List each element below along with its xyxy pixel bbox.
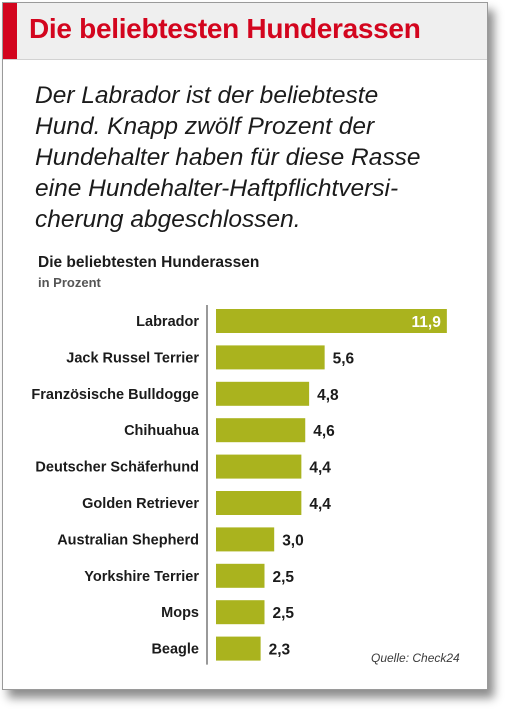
header-accent-bar <box>3 3 17 59</box>
category-label: Jack Russel Terrier <box>66 350 199 366</box>
category-label: Labrador <box>136 314 199 330</box>
chart-bar <box>216 309 447 333</box>
bar-chart: Labrador 11,9 Jack Russel Terrier 5,6 Franzö… <box>31 305 447 665</box>
chart-bar <box>216 600 265 625</box>
lead-line: Der Labrador ist der beliebteste <box>35 82 379 109</box>
category-label: Yorkshire Terrier <box>84 569 199 585</box>
chart-subtitle: in Prozent <box>38 275 101 290</box>
lead-line: eine Hundehalter-Haftpflichtversi- <box>35 175 399 202</box>
lead-line: Hundehalter haben für diese Rasse <box>35 144 421 171</box>
chart-bar <box>216 491 302 515</box>
data-label: 5,6 <box>333 350 355 367</box>
data-label: 4,4 <box>309 496 331 513</box>
lead-line: cherung abgeschlossen. <box>35 206 301 233</box>
category-label: Französische Bulldogge <box>31 387 199 403</box>
page-title: Die beliebtesten Hunderassen <box>29 13 421 44</box>
lead-text: Der Labrador ist der beliebteste Hund. K… <box>35 80 475 235</box>
chart-bar <box>216 345 325 370</box>
source-note: Quelle: Check24 <box>371 651 460 665</box>
data-label: 4,8 <box>317 387 339 404</box>
category-label: Deutscher Schäferhund <box>35 460 199 476</box>
category-label: Beagle <box>151 642 199 658</box>
chart-bar <box>216 527 275 552</box>
category-label: Australian Shepherd <box>57 532 199 548</box>
chart-bar <box>216 636 261 661</box>
header-bar: Die beliebtesten Hunderassen <box>3 3 487 60</box>
chart-bar <box>216 381 310 406</box>
category-label: Mops <box>161 605 199 621</box>
data-label: 2,5 <box>273 569 295 586</box>
data-label: 4,4 <box>309 460 331 477</box>
data-label: 2,3 <box>269 642 291 659</box>
data-label: 2,5 <box>273 605 295 622</box>
data-label: 4,6 <box>313 423 335 440</box>
chart-bar <box>216 563 265 588</box>
data-label: 11,9 <box>412 314 442 331</box>
category-label: Chihuahua <box>124 423 200 439</box>
lead-line: Hund. Knapp zwölf Prozent der <box>35 113 375 140</box>
chart-title: Die beliebtesten Hunderassen <box>38 254 260 271</box>
infographic-card: Die beliebtesten Hunderassen Der Labrado… <box>2 2 488 690</box>
category-label: Golden Retriever <box>82 496 199 512</box>
chart-bar <box>216 454 302 479</box>
chart-bar <box>216 418 306 443</box>
data-label: 3,0 <box>282 532 304 549</box>
